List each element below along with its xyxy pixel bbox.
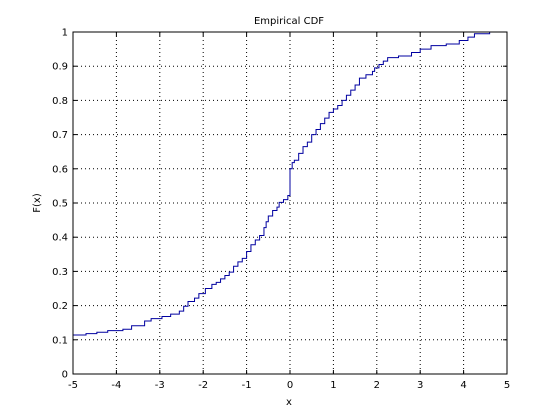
x-tick-label: -3 (155, 380, 165, 391)
x-tick-label: 1 (330, 380, 336, 391)
series-layer (73, 31, 507, 336)
y-tick-label: 0.3 (52, 267, 68, 278)
y-tick-label: 0.8 (52, 96, 68, 107)
tick-layer (72, 31, 508, 375)
x-tick-label: 0 (287, 380, 293, 391)
y-tick-label: 0.1 (52, 335, 68, 346)
tick-label-layer: -5 -4 -3 -2 -1 0 1 2 3 4 5 0 0.1 0.2 0.3 0.4 0.5 0.6 0.7 0.… (52, 28, 510, 392)
x-tick-label: 3 (417, 380, 423, 391)
x-tick-label: -5 (68, 380, 78, 391)
x-tick-label: -4 (111, 380, 121, 391)
chart-title: Empirical CDF (254, 16, 324, 27)
y-tick-label: 0.5 (52, 199, 68, 210)
x-axis-title: x (286, 397, 292, 408)
x-tick-label: -2 (198, 380, 208, 391)
ecdf-step-line (73, 31, 507, 336)
x-tick-label: 5 (504, 380, 510, 391)
x-tick-label: 2 (374, 380, 380, 391)
x-tick-label: -1 (242, 380, 252, 391)
y-tick-label: 0.7 (52, 130, 68, 141)
y-tick-label: 1 (62, 28, 68, 39)
y-tick-label: 0.4 (52, 233, 68, 244)
y-tick-label: 0.6 (52, 164, 68, 175)
y-axis-title: F(x) (32, 193, 43, 213)
y-tick-label: 0.9 (52, 62, 68, 73)
x-tick-label: 4 (460, 380, 466, 391)
y-tick-label: 0.2 (52, 301, 68, 312)
y-tick-label: 0 (62, 370, 68, 381)
